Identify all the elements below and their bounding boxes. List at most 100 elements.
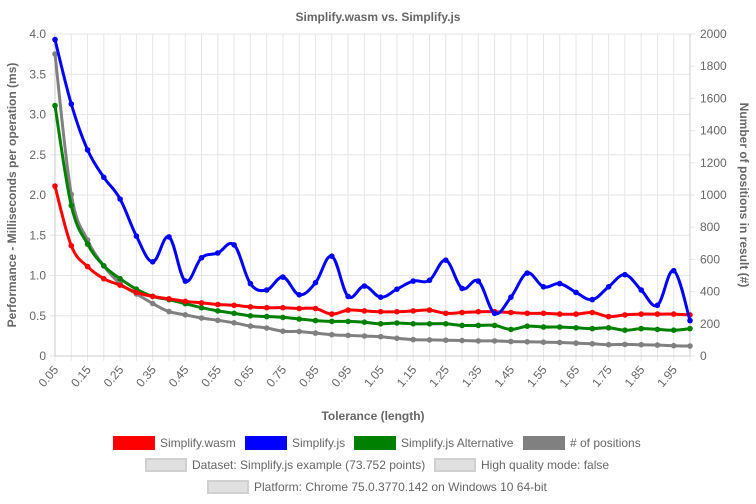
data-point (638, 341, 644, 348)
data-point (654, 302, 661, 309)
data-point (149, 293, 156, 300)
y-tick-label-left: 4.0 (29, 27, 46, 41)
data-point (198, 254, 205, 261)
x-tick-label: 0.35 (133, 363, 159, 390)
legend-swatch-js-alternative[interactable] (354, 436, 396, 450)
y-tick-label-left: 2.5 (29, 148, 46, 162)
data-point (605, 313, 612, 320)
data-point (459, 309, 465, 316)
chart-title: Simplify.wasm vs. Simplify.js (296, 10, 461, 24)
y-tick-label-right: 400 (700, 285, 720, 299)
legend-label-js-alternative[interactable]: Simplify.js Alternative (401, 436, 514, 450)
data-point (443, 310, 449, 317)
data-point (133, 289, 140, 296)
y-tick-label-left: 1.0 (29, 269, 46, 283)
y-tick-label-right: 200 (700, 317, 720, 331)
data-point (540, 284, 547, 290)
legend-swatch-quality[interactable] (434, 458, 476, 472)
data-point (638, 325, 644, 332)
data-point (149, 259, 156, 265)
y-tick-label-right: 1000 (700, 188, 727, 202)
x-tick-label: 1.45 (491, 363, 517, 390)
data-point (84, 263, 91, 270)
series-simplify-js (52, 36, 693, 324)
legend-swatch-dataset[interactable] (145, 458, 187, 472)
x-tick-label: 1.85 (622, 363, 648, 390)
data-point (556, 324, 563, 330)
y-tick-label-right: 600 (700, 252, 720, 266)
data-point (361, 283, 368, 289)
data-point (329, 331, 335, 338)
data-point (605, 284, 612, 290)
legend-swatch-js[interactable] (245, 436, 287, 450)
data-point (215, 317, 221, 324)
data-point (263, 304, 270, 311)
data-point (443, 337, 449, 344)
data-point (280, 328, 286, 335)
data-point (231, 320, 237, 326)
data-point (638, 311, 644, 317)
data-point (524, 323, 530, 330)
data-point (182, 278, 189, 284)
y-tick-label-left: 2.0 (29, 188, 46, 202)
y-axis-right-title: Number of positions in result (#) (737, 103, 751, 288)
data-point (540, 324, 547, 330)
data-point (280, 274, 286, 280)
x-tick-label: 0.85 (296, 363, 322, 390)
data-point (394, 308, 400, 315)
data-point (247, 280, 254, 287)
data-point (215, 308, 221, 314)
y-tick-label-left: 3.0 (29, 108, 46, 122)
series-lines (52, 36, 693, 349)
series--of-positions (52, 51, 693, 349)
data-point (426, 277, 433, 284)
legend-label-platform[interactable]: Platform: Chrome 75.0.3770.142 on Window… (254, 480, 547, 494)
data-point (475, 308, 482, 315)
data-point (426, 307, 433, 313)
data-point (361, 308, 368, 314)
data-point (426, 321, 433, 327)
legend-label-quality[interactable]: High quality mode: false (481, 458, 609, 472)
data-point (687, 317, 693, 324)
legend-swatch-positions[interactable] (523, 436, 565, 450)
legend-swatch-wasm[interactable] (113, 436, 155, 450)
data-point (556, 311, 563, 317)
data-point (475, 278, 482, 284)
data-point (377, 294, 384, 301)
data-point (589, 325, 596, 332)
legend-label-js[interactable]: Simplify.js (292, 436, 345, 450)
data-point (426, 337, 433, 343)
legend-swatch-platform[interactable] (207, 480, 249, 494)
data-point (508, 309, 514, 316)
legend-label-wasm[interactable]: Simplify.wasm (160, 436, 236, 450)
data-point (263, 287, 270, 293)
data-point (198, 304, 205, 311)
x-tick-label: 1.55 (524, 363, 550, 390)
data-point (101, 263, 107, 269)
data-point (345, 293, 351, 300)
legend-label-dataset[interactable]: Dataset: Simplify.js example (73.752 poi… (192, 458, 425, 472)
data-point (263, 325, 270, 331)
x-tick-label: 1.95 (654, 363, 680, 390)
y-tick-label-left: 3.5 (29, 67, 46, 81)
data-point (247, 323, 254, 329)
data-point (280, 304, 286, 311)
y-tick-label-right: 800 (700, 220, 720, 234)
data-point (654, 326, 661, 333)
x-tick-label: 0.25 (101, 363, 127, 390)
data-point (312, 330, 319, 336)
data-point (524, 270, 530, 276)
data-point (215, 301, 221, 308)
x-tick-label: 0.15 (68, 363, 94, 390)
data-point (622, 341, 628, 348)
data-point (117, 196, 123, 202)
data-point (410, 278, 417, 284)
data-point (84, 147, 91, 153)
data-point (312, 279, 319, 286)
data-point (377, 308, 384, 315)
x-tick-label: 1.75 (589, 363, 615, 390)
data-point (68, 242, 75, 249)
legend-label-positions[interactable]: # of positions (570, 436, 641, 450)
data-point (361, 333, 368, 339)
data-point (231, 310, 237, 317)
